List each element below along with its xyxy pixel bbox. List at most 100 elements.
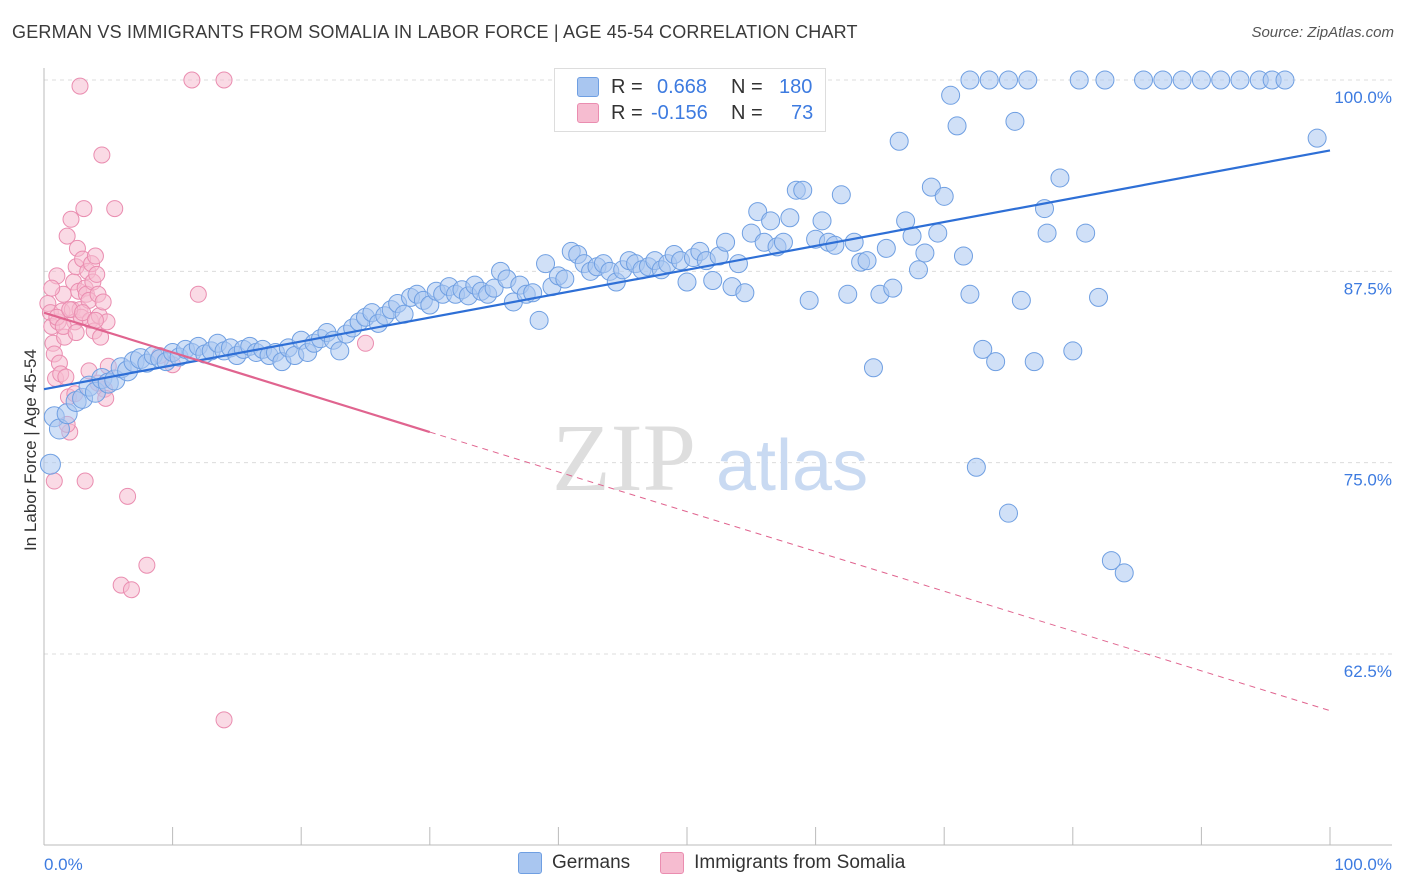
grid-lines — [44, 79, 1392, 655]
german-point — [960, 70, 980, 90]
somalia-point — [215, 71, 233, 89]
german-point — [39, 453, 61, 475]
german-point — [966, 457, 986, 477]
r-label: R = — [611, 75, 643, 98]
german-point — [953, 246, 973, 266]
stats-box: R = 0.668 N = 180 R = -0.156 N = 73 — [554, 68, 826, 132]
german-point — [812, 211, 832, 231]
y-tick-label: 62.5% — [1344, 662, 1392, 681]
somalia-point — [57, 368, 75, 386]
n-value: 73 — [791, 101, 814, 124]
german-point — [857, 251, 877, 271]
somalia-point — [88, 265, 106, 283]
somalia-trend-line — [43, 311, 431, 434]
german-point — [330, 341, 350, 361]
somalia-point — [138, 556, 156, 574]
somalia-point — [75, 200, 93, 218]
n-label: N = — [731, 75, 763, 98]
german-point — [863, 358, 883, 378]
watermark: ZIP atlas — [552, 404, 868, 511]
n-value: 180 — [779, 75, 813, 98]
somalia-point — [74, 304, 92, 322]
german-point — [484, 278, 504, 298]
german-point — [1153, 70, 1173, 90]
y-axis-label: In Labor Force | Age 45-54 — [21, 349, 40, 551]
german-point — [889, 131, 909, 151]
german-point — [1307, 128, 1327, 148]
german-point — [555, 269, 575, 289]
german-point — [1050, 168, 1070, 188]
watermark-atlas: atlas — [716, 426, 868, 506]
german-point — [838, 284, 858, 304]
german-point — [735, 283, 755, 303]
german-point — [947, 116, 967, 136]
german-point — [741, 223, 761, 243]
y-tick-label: 87.5% — [1344, 279, 1392, 298]
stats-row-germans: R = 0.668 N = 180 — [577, 75, 812, 99]
german-point — [941, 85, 961, 105]
y-axis-label-wrap: In Labor Force | Age 45-54 — [16, 320, 46, 580]
german-point — [1069, 70, 1089, 90]
somalia-point — [189, 285, 207, 303]
german-point — [1101, 551, 1121, 571]
german-point — [1211, 70, 1231, 90]
german-point — [1024, 352, 1044, 372]
somalia-point — [94, 293, 112, 311]
legend-label-germans: Germans — [552, 852, 631, 873]
german-point — [1037, 223, 1057, 243]
german-point — [793, 180, 813, 200]
german-point — [1172, 70, 1192, 90]
r-value: -0.156 — [651, 101, 708, 124]
somalia-point — [106, 200, 124, 218]
german-point — [986, 352, 1006, 372]
somalia-point — [357, 334, 374, 352]
tick-labels: 100.0% 87.5% 75.0% 62.5% 0.0% 100.0% — [44, 88, 1392, 874]
x-tick-label-max: 100.0% — [1334, 855, 1392, 874]
somalia-point — [119, 487, 137, 505]
german-point — [780, 208, 800, 228]
somalia-point — [67, 324, 85, 342]
german-point — [536, 254, 556, 274]
german-point — [999, 70, 1018, 90]
german-point — [1076, 223, 1096, 243]
german-point — [748, 202, 768, 222]
legend-label-somalia: Immigrants from Somalia — [694, 852, 906, 873]
somalia-point — [58, 227, 76, 245]
german-point — [1230, 70, 1250, 90]
somalia-swatch — [577, 103, 599, 123]
german-point — [915, 243, 935, 263]
x-tick-label-min: 0.0% — [44, 855, 83, 874]
stats-row-somalia: R = -0.156 N = 73 — [577, 101, 813, 125]
german-point — [773, 232, 793, 252]
legend-item-germans[interactable]: Germans — [518, 852, 630, 874]
legend: Germans Immigrants from Somalia — [518, 852, 935, 874]
legend-swatch-somalia — [660, 852, 685, 874]
legend-item-somalia[interactable]: Immigrants from Somalia — [660, 852, 905, 874]
german-point — [831, 185, 851, 205]
somalia-point — [122, 581, 140, 599]
somalia-point — [45, 472, 63, 490]
german-point — [921, 177, 941, 197]
german-point — [973, 339, 993, 359]
german-trend-line — [43, 149, 1331, 391]
german-point — [928, 223, 948, 243]
n-label: N = — [731, 101, 763, 124]
somalia-points — [39, 71, 374, 729]
german-point — [908, 260, 928, 280]
german-point — [979, 70, 999, 90]
german-point — [883, 278, 903, 298]
germans-swatch — [577, 77, 599, 97]
german-point — [799, 290, 819, 310]
legend-swatch-germans — [518, 852, 542, 874]
german-point — [1275, 70, 1295, 90]
r-label: R = — [611, 101, 643, 124]
chart-source: Source: ZipAtlas.com — [1251, 24, 1394, 41]
chart-title: GERMAN VS IMMIGRANTS FROM SOMALIA IN LAB… — [12, 22, 858, 42]
somalia-point — [43, 279, 61, 297]
german-point — [529, 310, 549, 330]
german-point — [1063, 341, 1083, 361]
german-point — [1095, 70, 1115, 90]
somalia-trend-line-extension — [429, 431, 1331, 712]
german-point — [1114, 563, 1134, 583]
